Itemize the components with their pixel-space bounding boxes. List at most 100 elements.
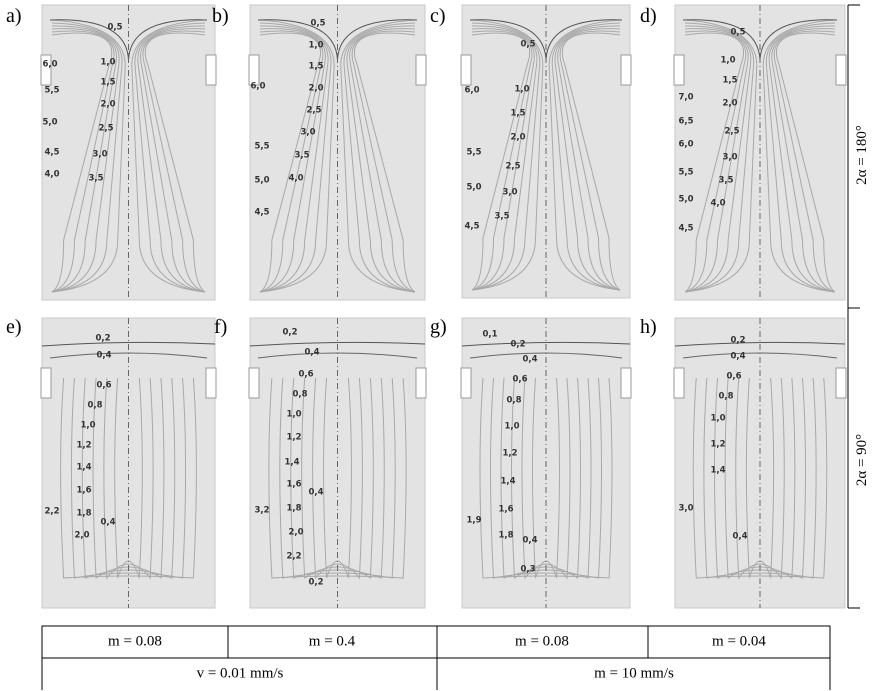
contour-label: 1,6 bbox=[498, 505, 513, 515]
panel-label: e) bbox=[6, 316, 22, 338]
panel-label: f) bbox=[214, 316, 227, 338]
contour-label: 7,0 bbox=[678, 93, 693, 103]
contour-label: 0,8 bbox=[718, 392, 733, 402]
notch bbox=[249, 55, 259, 85]
contour-label: 4,5 bbox=[464, 222, 479, 232]
contour-label: 1,0 bbox=[80, 421, 95, 431]
panel-label: g) bbox=[430, 316, 447, 338]
contour-label: 4,5 bbox=[44, 148, 59, 158]
contour-label: 0,3 bbox=[520, 565, 535, 575]
contour-label: 5,0 bbox=[678, 195, 693, 205]
contour-label: 1,0 bbox=[710, 414, 725, 424]
contour-label: 5,0 bbox=[42, 118, 57, 128]
panel-label: a) bbox=[6, 5, 22, 27]
contour-label: 1,0 bbox=[100, 58, 115, 68]
contour-label: 0,6 bbox=[96, 381, 111, 391]
table-cell: m = 10 mm/s bbox=[594, 665, 674, 681]
panel: a)0,51,01,52,02,53,03,56,05,55,04,54,0 bbox=[6, 5, 216, 300]
panel: g)0,10,20,40,60,81,01,21,41,61,81,90,40,… bbox=[430, 316, 631, 608]
contour-label: 2,0 bbox=[288, 528, 303, 538]
contour-label: 4,5 bbox=[678, 224, 693, 234]
contour-label: 5,5 bbox=[254, 142, 269, 152]
contour-label: 1,4 bbox=[284, 458, 299, 468]
notch bbox=[461, 55, 471, 85]
contour-label: 6,0 bbox=[250, 82, 265, 92]
contour-label: 1,6 bbox=[76, 486, 91, 496]
notch bbox=[621, 55, 631, 85]
contour-label: 4,0 bbox=[710, 199, 725, 209]
contour-label: 2,2 bbox=[44, 507, 59, 517]
contour-label: 0,4 bbox=[522, 536, 537, 546]
row-label: 2α = 180° bbox=[854, 125, 870, 185]
contour-label: 3,0 bbox=[92, 150, 107, 160]
contour-label: 0,2 bbox=[730, 336, 745, 346]
panel-label: d) bbox=[640, 5, 657, 27]
contour-label: 0,5 bbox=[520, 40, 535, 50]
contour-label: 6,5 bbox=[678, 117, 693, 127]
contour-label: 5,5 bbox=[678, 168, 693, 178]
notch bbox=[836, 55, 846, 85]
contour-label: 2,0 bbox=[510, 133, 525, 143]
contour-label: 0,8 bbox=[506, 396, 521, 406]
panel-label: c) bbox=[430, 5, 446, 27]
contour-label: 1,8 bbox=[498, 531, 513, 541]
contour-label: 0,2 bbox=[308, 578, 323, 588]
contour-label: 3,0 bbox=[300, 128, 315, 138]
contour-label: 1,2 bbox=[710, 440, 725, 450]
table-cell: m = 0.08 bbox=[515, 633, 569, 649]
contour-label: 4,0 bbox=[288, 174, 303, 184]
contour-label: 2,2 bbox=[286, 552, 301, 562]
contour-label: 0,4 bbox=[522, 355, 537, 365]
contour-label: 3,2 bbox=[254, 506, 269, 516]
contour-label: 1,5 bbox=[722, 76, 737, 86]
contour-label: 3,0 bbox=[722, 153, 737, 163]
panel-label: b) bbox=[212, 5, 229, 27]
contour-label: 3,0 bbox=[678, 504, 693, 514]
row-label: 2α = 90° bbox=[854, 434, 870, 486]
contour-label: 0,5 bbox=[107, 23, 122, 33]
contour-label: 1,2 bbox=[502, 449, 517, 459]
contour-label: 2,5 bbox=[724, 127, 739, 137]
table-cell: m = 0.4 bbox=[309, 633, 356, 649]
contour-label: 1,4 bbox=[76, 463, 91, 473]
contour-label: 0,4 bbox=[730, 352, 745, 362]
notch bbox=[674, 55, 684, 85]
contour-label: 1,8 bbox=[286, 504, 301, 514]
contour-label: 2,0 bbox=[722, 99, 737, 109]
panel: f)0,20,40,60,81,01,21,41,61,82,02,23,20,… bbox=[214, 316, 426, 608]
contour-label: 1,4 bbox=[710, 466, 725, 476]
contour-label: 6,0 bbox=[464, 86, 479, 96]
contour-label: 0,5 bbox=[730, 28, 745, 38]
contour-label: 0,8 bbox=[292, 390, 307, 400]
contour-label: 0,4 bbox=[732, 532, 747, 542]
panel: h)0,20,40,60,81,01,21,43,00,4 bbox=[640, 316, 846, 608]
contour-label: 1,0 bbox=[286, 410, 301, 420]
contour-label: 0,4 bbox=[304, 348, 319, 358]
contour-label: 0,6 bbox=[726, 372, 741, 382]
contour-label: 3,5 bbox=[294, 151, 309, 161]
contour-label: 0,2 bbox=[282, 328, 297, 338]
contour-label: 0,8 bbox=[87, 401, 102, 411]
notch bbox=[41, 368, 51, 398]
contour-label: 0,6 bbox=[298, 370, 313, 380]
contour-label: 5,0 bbox=[254, 176, 269, 186]
contour-label: 1,5 bbox=[100, 78, 115, 88]
contour-label: 0,5 bbox=[310, 19, 325, 29]
contour-label: 4,0 bbox=[44, 170, 59, 180]
figure: 2α = 180° 2α = 90° m = 0.08 m = 0.4 m = … bbox=[0, 0, 872, 691]
contour-label: 2,5 bbox=[505, 162, 520, 172]
panel: d)0,51,01,52,02,53,03,54,07,06,56,05,55,… bbox=[640, 5, 846, 300]
contour-label: 0,2 bbox=[510, 340, 525, 350]
contour-label: 1,9 bbox=[466, 516, 481, 526]
contour-label: 6,0 bbox=[678, 140, 693, 150]
contour-label: 1,6 bbox=[286, 480, 301, 490]
notch bbox=[621, 368, 631, 398]
table-cell: m = 0.04 bbox=[712, 633, 766, 649]
notch bbox=[836, 368, 846, 398]
contour-label: 5,5 bbox=[44, 86, 59, 96]
panel: b)0,51,01,52,02,53,03,54,06,05,55,04,5 bbox=[212, 5, 426, 300]
contour-label: 5,0 bbox=[466, 183, 481, 193]
notch bbox=[416, 55, 426, 85]
contour-label: 2,5 bbox=[306, 106, 321, 116]
notch bbox=[416, 368, 426, 398]
